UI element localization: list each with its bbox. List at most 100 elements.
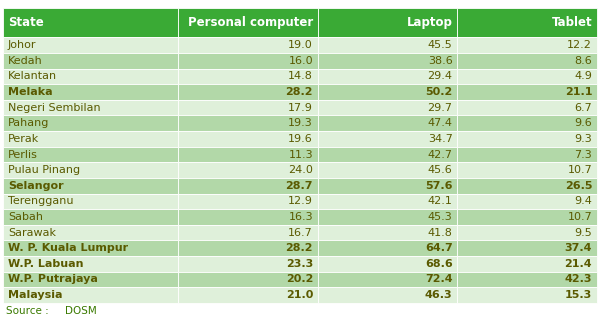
Text: 21.4: 21.4 [565, 259, 592, 269]
Text: Tablet: Tablet [551, 16, 592, 29]
Text: Pulau Pinang: Pulau Pinang [8, 165, 80, 175]
Text: Malaysia: Malaysia [8, 290, 62, 300]
Bar [3, 240, 178, 256]
Bar [178, 100, 318, 116]
Bar [457, 8, 597, 37]
Text: State: State [8, 16, 44, 29]
Bar [457, 225, 597, 240]
Bar [457, 256, 597, 272]
Bar [178, 272, 318, 287]
Bar [318, 37, 457, 53]
Bar [318, 272, 457, 287]
Bar [457, 194, 597, 209]
Text: 42.3: 42.3 [565, 274, 592, 284]
Text: 64.7: 64.7 [425, 243, 452, 253]
Bar [178, 240, 318, 256]
Bar [318, 287, 457, 303]
Text: 16.3: 16.3 [289, 212, 313, 222]
Text: 37.4: 37.4 [565, 243, 592, 253]
Text: Personal computer: Personal computer [188, 16, 313, 29]
Bar [318, 178, 457, 194]
Bar [318, 194, 457, 209]
Bar [178, 162, 318, 178]
Text: Selangor: Selangor [8, 181, 64, 191]
Bar [318, 209, 457, 225]
Text: 19.0: 19.0 [288, 40, 313, 50]
Bar [178, 256, 318, 272]
Bar [457, 116, 597, 131]
Text: W.P. Labuan: W.P. Labuan [8, 259, 83, 269]
Text: 12.2: 12.2 [568, 40, 592, 50]
Text: 11.3: 11.3 [289, 150, 313, 160]
Text: 42.7: 42.7 [428, 150, 452, 160]
Text: Perlis: Perlis [8, 150, 38, 160]
Text: Sarawak: Sarawak [8, 228, 56, 238]
Text: Negeri Sembilan: Negeri Sembilan [8, 103, 100, 113]
Bar [178, 8, 318, 37]
Bar [318, 116, 457, 131]
Bar [178, 209, 318, 225]
Text: 9.5: 9.5 [574, 228, 592, 238]
Text: 24.0: 24.0 [288, 165, 313, 175]
Text: 16.0: 16.0 [289, 56, 313, 66]
Bar [178, 225, 318, 240]
Bar [3, 178, 178, 194]
Bar [178, 287, 318, 303]
Text: 14.8: 14.8 [288, 71, 313, 81]
Bar [3, 225, 178, 240]
Text: Source :     DOSM: Source : DOSM [6, 306, 97, 316]
Text: Laptop: Laptop [407, 16, 452, 29]
Text: 19.3: 19.3 [288, 118, 313, 128]
Bar [457, 147, 597, 162]
Bar [178, 37, 318, 53]
Text: 4.9: 4.9 [574, 71, 592, 81]
Text: 10.7: 10.7 [568, 212, 592, 222]
Text: 28.2: 28.2 [286, 87, 313, 97]
Bar [457, 209, 597, 225]
Bar [457, 272, 597, 287]
Bar [3, 256, 178, 272]
Text: 29.4: 29.4 [428, 71, 452, 81]
Bar [457, 37, 597, 53]
Text: 46.3: 46.3 [425, 290, 452, 300]
Text: Sabah: Sabah [8, 212, 43, 222]
Text: Kelantan: Kelantan [8, 71, 57, 81]
Bar [3, 194, 178, 209]
Text: 9.3: 9.3 [574, 134, 592, 144]
Text: 45.5: 45.5 [428, 40, 452, 50]
Bar [318, 100, 457, 116]
Text: 28.7: 28.7 [286, 181, 313, 191]
Text: 72.4: 72.4 [425, 274, 452, 284]
Text: 6.7: 6.7 [574, 103, 592, 113]
Bar [178, 131, 318, 147]
Bar [3, 116, 178, 131]
Bar [457, 69, 597, 84]
Bar [457, 240, 597, 256]
Bar [457, 162, 597, 178]
Bar [3, 162, 178, 178]
Bar [178, 147, 318, 162]
Text: 9.6: 9.6 [574, 118, 592, 128]
Bar [457, 287, 597, 303]
Text: 9.4: 9.4 [574, 196, 592, 206]
Text: 47.4: 47.4 [428, 118, 452, 128]
Bar [3, 8, 178, 37]
Bar [318, 69, 457, 84]
Bar [318, 225, 457, 240]
Bar [178, 69, 318, 84]
Bar [318, 240, 457, 256]
Text: Pahang: Pahang [8, 118, 49, 128]
Text: 38.6: 38.6 [428, 56, 452, 66]
Bar [457, 100, 597, 116]
Bar [178, 116, 318, 131]
Text: Melaka: Melaka [8, 87, 52, 97]
Bar [318, 147, 457, 162]
Text: 8.6: 8.6 [574, 56, 592, 66]
Text: Terengganu: Terengganu [8, 196, 73, 206]
Bar [318, 162, 457, 178]
Text: Perak: Perak [8, 134, 39, 144]
Bar [457, 178, 597, 194]
Text: Johor: Johor [8, 40, 36, 50]
Text: 15.3: 15.3 [565, 290, 592, 300]
Text: W. P. Kuala Lumpur: W. P. Kuala Lumpur [8, 243, 128, 253]
